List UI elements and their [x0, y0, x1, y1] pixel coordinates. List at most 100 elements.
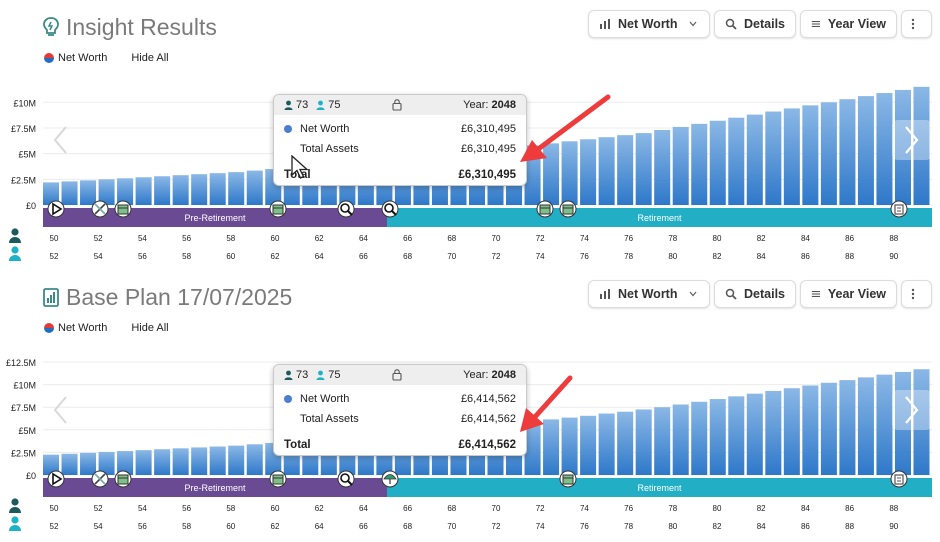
net-worth-bar[interactable] [543, 143, 560, 205]
net-worth-bar[interactable] [820, 382, 837, 475]
net-worth-bar[interactable] [709, 120, 726, 205]
search-icon[interactable] [381, 200, 399, 218]
net-worth-bar[interactable] [672, 126, 689, 205]
net-worth-bar[interactable] [246, 170, 263, 205]
legend-net-worth[interactable]: Net Worth [58, 52, 108, 64]
net-worth-bar[interactable] [654, 407, 671, 475]
scroll-left-button[interactable] [53, 126, 67, 154]
net-worth-bar[interactable] [228, 172, 245, 205]
details-button[interactable]: Details [714, 280, 796, 308]
net-worth-bar[interactable] [154, 176, 171, 205]
net-worth-bar[interactable] [43, 182, 60, 205]
net-worth-bar[interactable] [246, 444, 263, 475]
net-worth-bar[interactable] [524, 421, 541, 475]
net-worth-bar[interactable] [172, 175, 189, 205]
net-worth-bar[interactable] [876, 93, 893, 205]
more-options-button[interactable] [901, 10, 932, 38]
net-worth-bar[interactable] [839, 99, 856, 205]
play-icon[interactable] [47, 470, 65, 488]
net-worth-bar[interactable] [728, 117, 745, 205]
net-worth-bar[interactable] [617, 135, 634, 205]
calendar-icon[interactable] [269, 470, 287, 488]
net-worth-bar[interactable] [98, 179, 115, 205]
net-worth-bar[interactable] [857, 96, 874, 205]
net-worth-bar[interactable] [765, 390, 782, 475]
net-worth-bar[interactable] [598, 413, 615, 475]
net-worth-bar[interactable] [894, 89, 911, 205]
lock-icon[interactable] [392, 98, 402, 111]
scroll-right-button[interactable] [892, 390, 932, 430]
net-worth-bar[interactable] [209, 446, 226, 475]
net-worth-bar[interactable] [80, 452, 97, 475]
net-worth-bar[interactable] [839, 380, 856, 475]
net-worth-bar[interactable] [61, 181, 78, 205]
play-icon[interactable] [47, 200, 65, 218]
net-worth-bar[interactable] [61, 453, 78, 475]
net-worth-bar[interactable] [635, 133, 652, 205]
net-worth-bar[interactable] [154, 449, 171, 475]
net-worth-bar[interactable] [802, 105, 819, 205]
net-worth-bar[interactable] [746, 114, 763, 205]
net-worth-bar[interactable] [561, 417, 578, 475]
bucket-icon[interactable] [890, 200, 908, 218]
net-worth-bar[interactable] [191, 447, 208, 475]
details-button[interactable]: Details [714, 10, 796, 38]
net-worth-bar[interactable] [228, 445, 245, 475]
net-worth-bar[interactable] [117, 451, 134, 475]
calendar-icon[interactable] [114, 470, 132, 488]
net-worth-bar[interactable] [820, 102, 837, 205]
bucket-icon[interactable] [890, 470, 908, 488]
net-worth-bar[interactable] [580, 139, 597, 205]
net-worth-bar[interactable] [617, 411, 634, 475]
scroll-left-button[interactable] [53, 396, 67, 424]
net-worth-legend-dot[interactable] [44, 323, 54, 333]
legend-net-worth[interactable]: Net Worth [58, 322, 108, 334]
net-worth-bar[interactable] [543, 419, 560, 475]
calendar-icon[interactable] [536, 200, 554, 218]
net-worth-bar[interactable] [913, 86, 930, 205]
net-worth-bar[interactable] [191, 174, 208, 205]
net-worth-legend-dot[interactable] [44, 53, 54, 63]
net-worth-dropdown-button[interactable]: Net Worth [588, 280, 710, 308]
net-worth-bar[interactable] [561, 141, 578, 205]
net-worth-bar[interactable] [654, 130, 671, 205]
net-worth-bar[interactable] [598, 137, 615, 205]
lock-icon[interactable] [392, 368, 402, 381]
calendar-icon[interactable] [114, 200, 132, 218]
scroll-right-button[interactable] [892, 120, 932, 160]
net-worth-bar[interactable] [783, 108, 800, 205]
net-worth-bar[interactable] [80, 180, 97, 205]
net-worth-bar[interactable] [765, 111, 782, 205]
net-worth-bar[interactable] [43, 454, 60, 475]
net-worth-bar[interactable] [691, 401, 708, 475]
calendar-icon[interactable] [269, 200, 287, 218]
net-worth-dropdown-button[interactable]: Net Worth [588, 10, 710, 38]
net-worth-bar[interactable] [672, 404, 689, 475]
year-view-button[interactable]: Year View [800, 10, 897, 38]
year-view-button[interactable]: Year View [800, 280, 897, 308]
net-worth-bar[interactable] [135, 450, 152, 475]
net-worth-bar[interactable] [728, 396, 745, 475]
net-worth-bar[interactable] [135, 177, 152, 205]
net-worth-bar[interactable] [783, 388, 800, 475]
net-worth-bar[interactable] [709, 399, 726, 475]
net-worth-bar[interactable] [913, 369, 930, 475]
pool-icon[interactable] [91, 200, 109, 218]
hide-all-link[interactable]: Hide All [131, 322, 169, 334]
pool-icon[interactable] [91, 470, 109, 488]
search-icon[interactable] [337, 200, 355, 218]
net-worth-bar[interactable] [746, 393, 763, 475]
net-worth-bar[interactable] [857, 377, 874, 475]
calendar-icon[interactable] [559, 470, 577, 488]
net-worth-bar[interactable] [876, 374, 893, 475]
umbrella-icon[interactable] [381, 470, 399, 488]
net-worth-bar[interactable] [580, 415, 597, 475]
net-worth-bar[interactable] [802, 385, 819, 476]
more-options-button[interactable] [901, 280, 932, 308]
net-worth-bar[interactable] [635, 409, 652, 475]
net-worth-bar[interactable] [172, 448, 189, 475]
calendar-icon[interactable] [559, 200, 577, 218]
hide-all-link[interactable]: Hide All [131, 52, 169, 64]
net-worth-bar[interactable] [691, 123, 708, 205]
retirement-band[interactable] [387, 208, 932, 227]
